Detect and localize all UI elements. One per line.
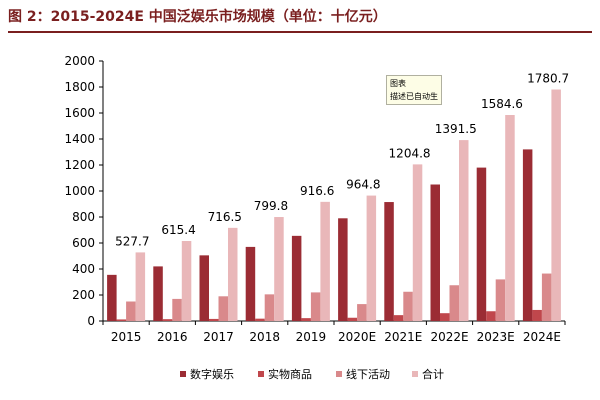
- title-underline: [8, 31, 592, 33]
- tooltip-line-1: 图表: [390, 79, 406, 88]
- bar-实物商品-2019: [301, 318, 311, 321]
- bar-数字娱乐-2021E: [384, 202, 394, 321]
- bar-合计-2021E: [412, 164, 423, 321]
- bar-线下活动-2019: [310, 292, 321, 321]
- y-tick-label: 1200: [64, 158, 95, 172]
- data-label: 916.6: [300, 184, 334, 198]
- y-tick-label: 1000: [64, 184, 95, 198]
- bar-实物商品-2017: [209, 318, 219, 321]
- x-tick-label: 2019: [296, 330, 327, 344]
- bar-数字娱乐-2019: [291, 235, 302, 321]
- bar-线下活动-2020E: [357, 304, 367, 321]
- bar-线下活动-2023E: [495, 279, 506, 321]
- bar-合计-2018: [274, 217, 284, 321]
- legend-label: 合计: [422, 367, 444, 381]
- y-tick-label: 200: [72, 288, 95, 302]
- tooltip-box: 图表 描述已自动生成: [386, 75, 442, 105]
- bar-实物商品-2023E: [486, 311, 496, 321]
- bar-线下活动-2024E: [541, 273, 552, 321]
- data-label: 527.7: [115, 234, 149, 248]
- y-tick-label: 1400: [64, 132, 95, 146]
- bar-线下活动-2016: [172, 298, 182, 321]
- bar-合计-2022E: [459, 140, 469, 321]
- tooltip-line-2: 描述已自动生成: [390, 92, 438, 101]
- y-tick-label: 0: [87, 314, 95, 328]
- bar-数字娱乐-2020E: [338, 218, 348, 321]
- legend-label: 实物商品: [268, 367, 312, 381]
- bar-数字娱乐-2016: [153, 266, 163, 321]
- bar-数字娱乐-2018: [245, 246, 256, 321]
- bar-线下活动-2017: [218, 296, 228, 321]
- y-tick-label: 400: [72, 262, 95, 276]
- x-tick-label: 2018: [249, 330, 280, 344]
- title-bar: 图 2：2015-2024E 中国泛娱乐市场规模（单位：十亿元）: [8, 6, 592, 33]
- x-tick-label: 2021E: [384, 330, 422, 344]
- bar-数字娱乐-2023E: [476, 167, 487, 321]
- bar-线下活动-2022E: [449, 285, 459, 321]
- bar-实物商品-2022E: [440, 313, 450, 321]
- y-tick-label: 1600: [64, 106, 95, 120]
- bar-实物商品-2018: [255, 318, 265, 321]
- bar-实物商品-2015: [116, 319, 127, 321]
- data-label: 1204.8: [389, 146, 431, 160]
- bar-数字娱乐-2015: [107, 274, 117, 321]
- x-tick-label: 2016: [157, 330, 188, 344]
- bar-实物商品-2020E: [347, 317, 358, 321]
- y-tick-label: 800: [72, 210, 95, 224]
- bar-线下活动-2021E: [403, 291, 413, 321]
- legend-label: 数字娱乐: [190, 367, 234, 381]
- x-tick-label: 2023E: [477, 330, 515, 344]
- bar-线下活动-2018: [264, 294, 275, 321]
- bar-数字娱乐-2017: [199, 255, 209, 321]
- legend-swatch-合计: [412, 371, 418, 377]
- x-tick-label: 2017: [203, 330, 234, 344]
- data-label: 615.4: [161, 223, 195, 237]
- data-label: 1780.7: [527, 72, 569, 86]
- data-label: 799.8: [254, 199, 288, 213]
- y-tick-label: 1800: [64, 80, 95, 94]
- bar-数字娱乐-2024E: [522, 149, 533, 321]
- y-tick-label: 2000: [64, 54, 95, 68]
- legend-label: 线下活动: [346, 367, 390, 381]
- bar-合计-2024E: [551, 89, 561, 321]
- x-tick-label: 2015: [111, 330, 142, 344]
- y-tick-label: 600: [72, 236, 95, 250]
- x-tick-label: 2020E: [338, 330, 376, 344]
- legend-swatch-数字娱乐: [180, 371, 186, 377]
- bar-合计-2015: [135, 252, 146, 321]
- data-label: 716.5: [208, 210, 242, 224]
- data-label: 1391.5: [435, 122, 477, 136]
- bar-实物商品-2016: [162, 319, 173, 321]
- bar-实物商品-2024E: [532, 309, 542, 321]
- legend-swatch-线下活动: [336, 371, 342, 377]
- bar-合计-2023E: [505, 115, 515, 321]
- bar-实物商品-2021E: [393, 315, 404, 321]
- x-tick-label: 2022E: [430, 330, 468, 344]
- bar-合计-2016: [181, 240, 192, 321]
- chart-title: 图 2：2015-2024E 中国泛娱乐市场规模（单位：十亿元）: [8, 9, 387, 25]
- data-label: 1584.6: [481, 97, 523, 111]
- bar-合计-2020E: [366, 195, 377, 321]
- x-tick-label: 2024E: [523, 330, 561, 344]
- bar-线下活动-2015: [126, 301, 136, 321]
- legend-swatch-实物商品: [258, 371, 264, 377]
- bar-数字娱乐-2022E: [430, 184, 440, 321]
- bar-合计-2017: [228, 227, 238, 321]
- bar-合计-2019: [320, 201, 330, 321]
- data-label: 964.8: [346, 178, 380, 192]
